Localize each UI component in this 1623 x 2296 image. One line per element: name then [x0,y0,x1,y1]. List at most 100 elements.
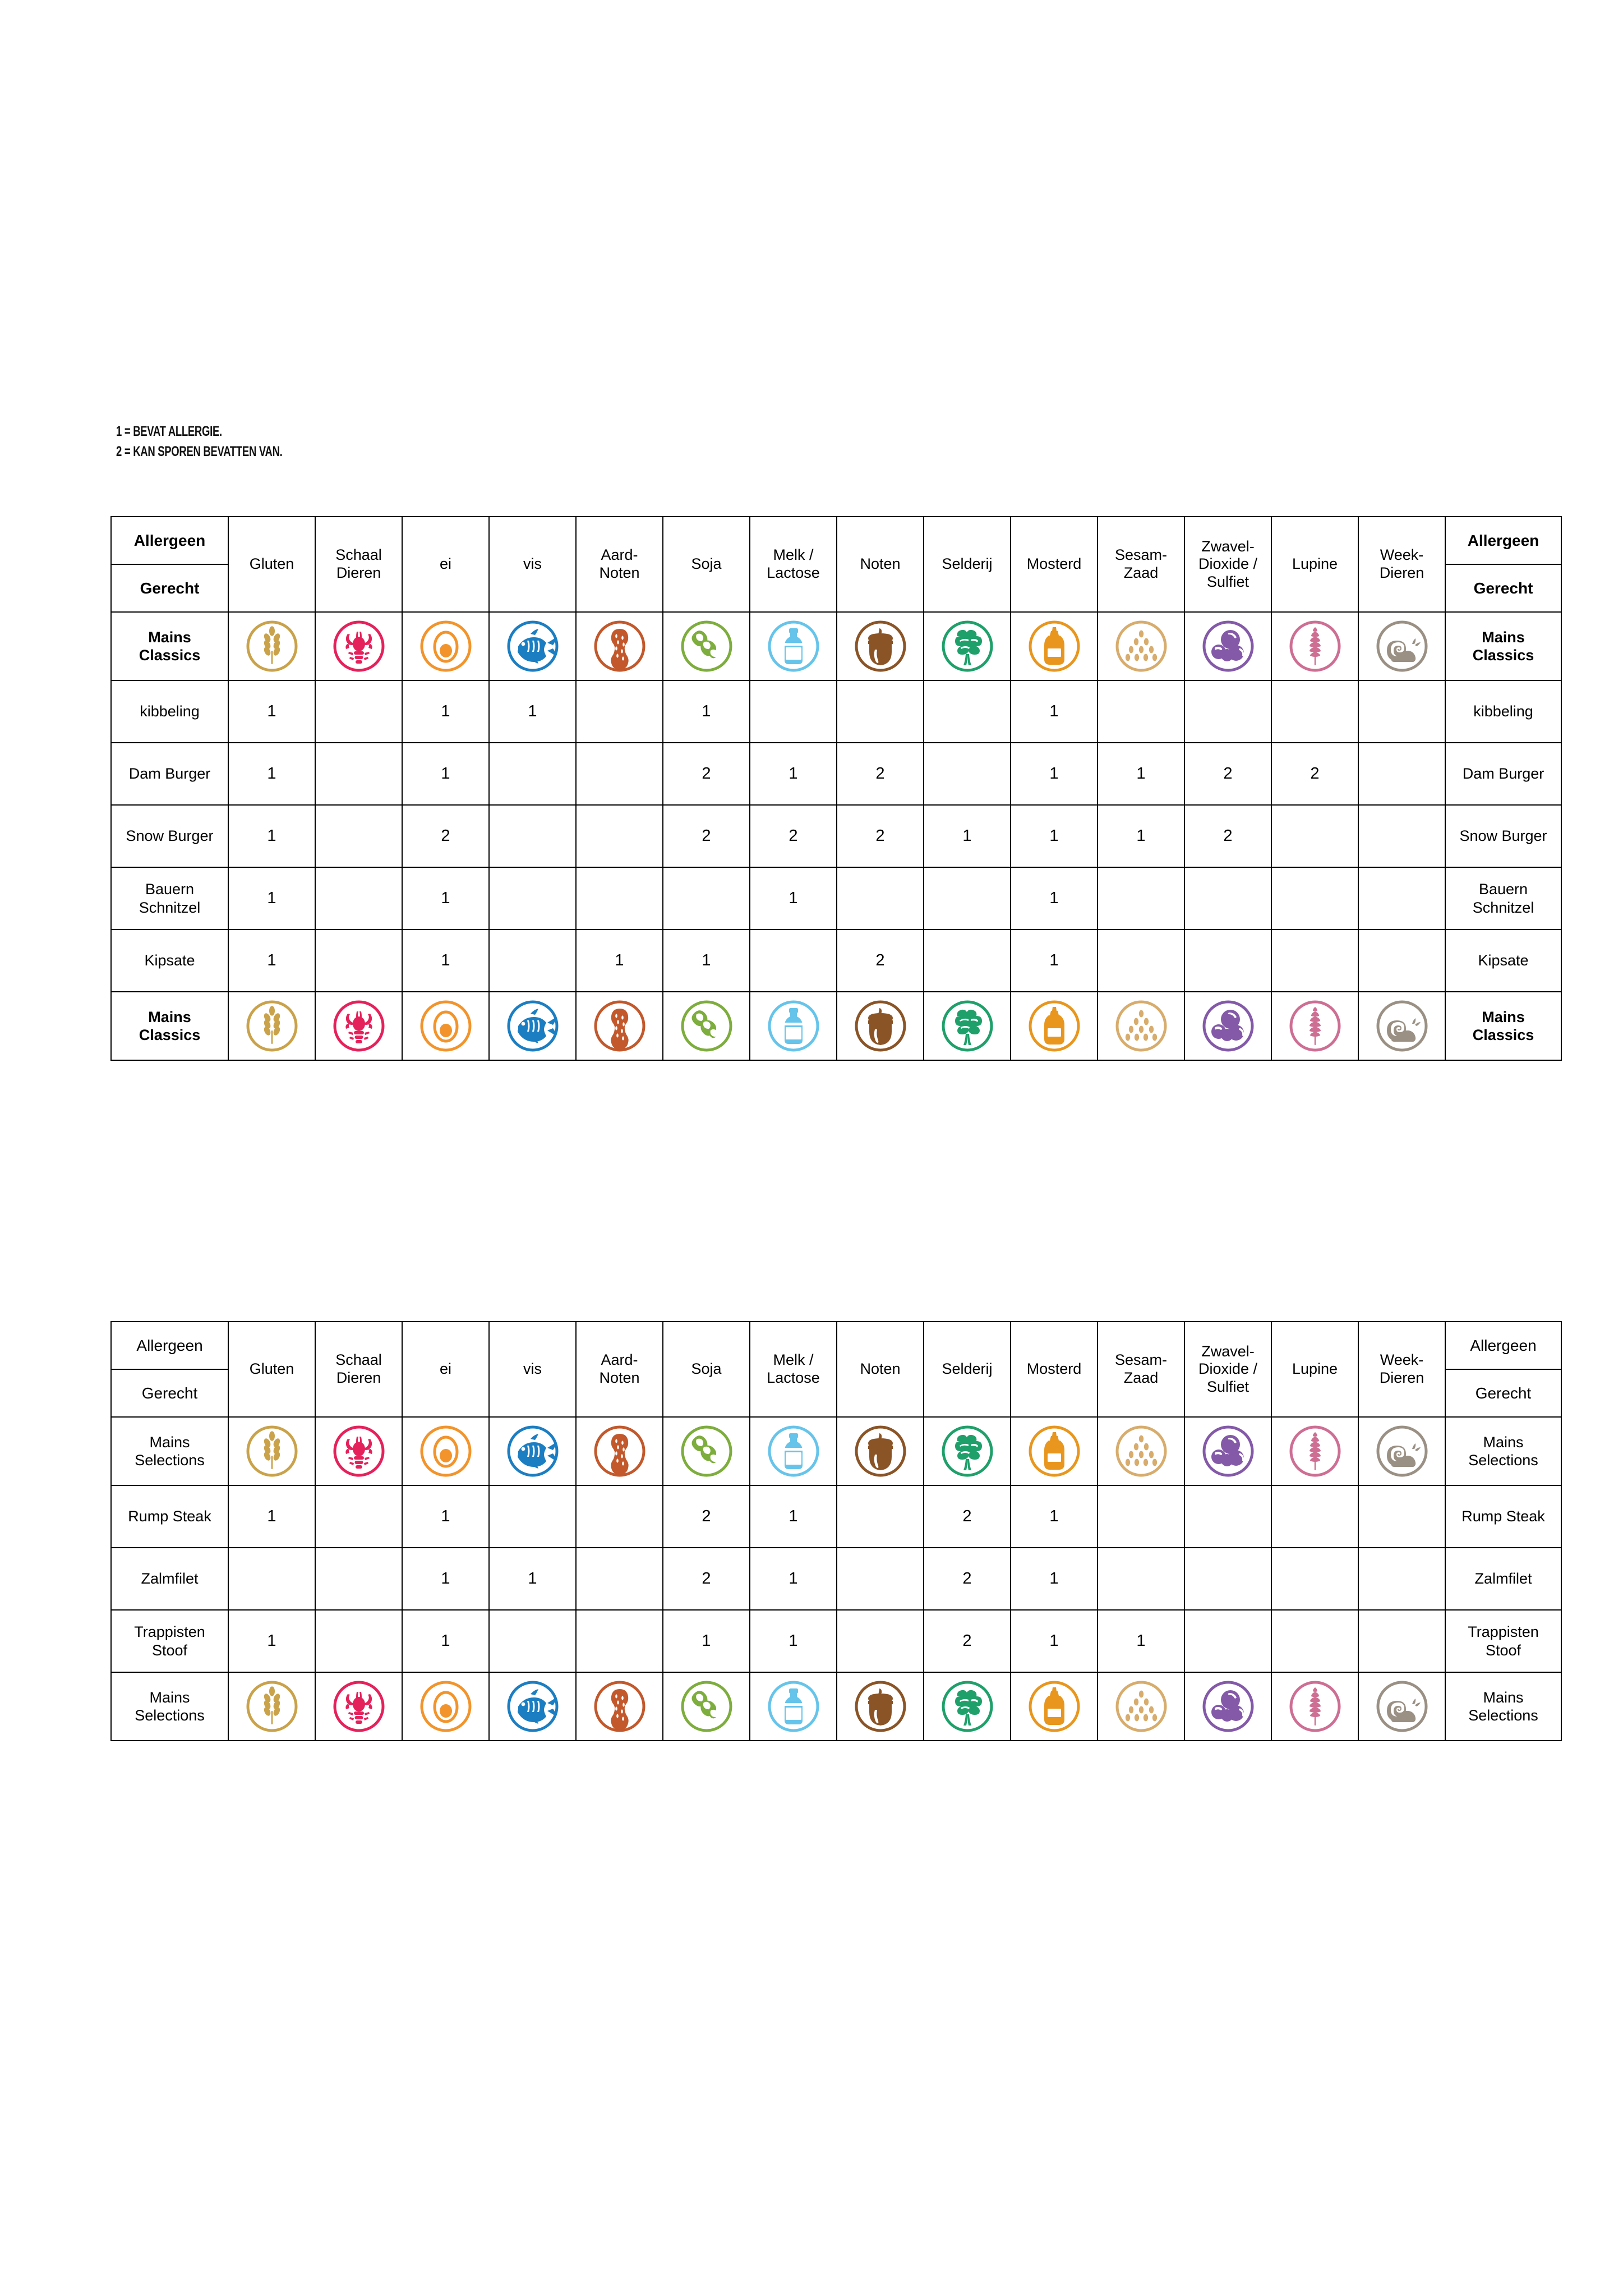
allergen-mark-cell [923,742,1011,806]
allergen-header-mustard: Mosterd [1010,1321,1098,1418]
allergen-mark-cell [923,929,1011,992]
allergen-icon-cell [315,611,403,681]
allergen-mark-cell: 1 [228,742,316,806]
allergen-header-label: Mosterd [1026,555,1082,573]
allergen-header-label: ei [439,1360,451,1378]
section-label-left: Mains Classics [110,991,229,1061]
allergen-icon-cell [1097,611,1185,681]
allergen-mark: 1 [702,1632,711,1650]
dish-name-left: Snow Burger [110,804,229,868]
allergen-mark: 1 [528,1570,537,1588]
allergen-icon-cell [749,991,837,1061]
icon-row-bottom: Mains Classics [110,991,1562,1061]
allergen-header-fish: vis [488,516,577,613]
dish-name-right: Kipsate [1445,929,1562,992]
allergen-icon-cell [662,1416,750,1486]
allergen-mark-cell [1271,929,1359,992]
allergen-mark: 2 [702,1507,711,1525]
allergen-header-peanut: Aard- Noten [575,516,663,613]
allergen-mark-cell: 2 [836,742,924,806]
allergen-mark-cell [1271,867,1359,930]
allergen-icon-cell [1271,1416,1359,1486]
allergen-mark: 1 [1049,1570,1059,1588]
allergen-header-acorn: Noten [836,516,924,613]
allergen-mark: 1 [267,827,276,845]
allergen-icon-cell [1097,1672,1185,1741]
allergen-header-label: Soja [691,1360,722,1378]
section-label-right: Mains Selections [1445,1672,1562,1741]
allergen-mark-cell: 1 [1010,929,1098,992]
allergen-mark: 1 [267,765,276,783]
allergen-mark-cell: 1 [1010,1609,1098,1673]
icon-row-bottom: Mains Selections [110,1672,1562,1741]
icon-row-top: Mains Selections [110,1416,1562,1486]
allergen-mark-cell: 1 [402,1547,490,1611]
allergen-header-label: Zwavel- Dioxide / Sulfiet [1198,1342,1258,1395]
allergen-mark-cell [315,680,403,743]
allergen-mark: 2 [702,1570,711,1588]
allergen-header-fish: vis [488,1321,577,1418]
allergen-header-grapes: Zwavel- Dioxide / Sulfiet [1184,516,1272,613]
allergen-mark: 2 [702,827,711,845]
grapes-icon [1185,1680,1271,1733]
dish-name-right: Rump Steak [1445,1485,1562,1548]
allergen-mark-cell: 1 [662,680,750,743]
allergen-header-label: Schaal Dieren [335,546,382,581]
lupine-icon [1272,1424,1358,1478]
soy-icon [663,1424,749,1478]
allergen-header-soy: Soja [662,516,750,613]
allergen-mark-cell: 1 [228,929,316,992]
allergen-mark-cell: 1 [1010,680,1098,743]
allergen-icon-cell [488,1416,577,1486]
snail-icon [1359,619,1445,673]
dish-name-right: Zalmfilet [1445,1547,1562,1611]
allergen-mark: 2 [875,827,885,845]
allergen-mark-cell: 1 [488,680,577,743]
allergen-icon-cell [1010,611,1098,681]
allergen-mark: 1 [441,889,450,907]
celery-icon [924,999,1010,1053]
allergen-header-acorn: Noten [836,1321,924,1418]
allergen-mark-cell [575,1485,663,1548]
allergen-table-mains-classics: Allergeen Gerecht Gluten Schaal Dieren ei… [110,516,1562,1061]
allergen-mark-cell: 1 [749,1485,837,1548]
allergen-header-milk: Melk / Lactose [749,516,837,613]
allergen-icon-cell [836,1416,924,1486]
snail-icon [1359,1424,1445,1478]
allergen-icon-cell [228,611,316,681]
allergen-mark: 2 [962,1570,972,1588]
allergen-mark: 2 [875,765,885,783]
mustard-icon [1011,1680,1097,1733]
dish-name-right: Snow Burger [1445,804,1562,868]
acorn-icon [837,1680,923,1733]
allergen-mark: 1 [528,702,537,720]
allergen-icon-cell [402,1672,490,1741]
allergen-header-label: Week- Dieren [1379,546,1424,581]
allergen-header-snail: Week- Dieren [1358,1321,1446,1418]
allergen-mark-cell [923,867,1011,930]
section-label-right: Mains Classics [1445,991,1562,1061]
allergen-mark-cell: 1 [228,867,316,930]
allergen-mark-cell [1184,1547,1272,1611]
allergen-icon-cell [1010,991,1098,1061]
milk-icon [750,1680,836,1733]
allergen-icon-cell [1184,611,1272,681]
allergen-header-label: Soja [691,555,722,573]
legend: 1 = BEVAT ALLERGIE. 2 = KAN SPOREN BEVAT… [116,422,341,462]
allergen-mark: 1 [789,1507,798,1525]
allergen-mark-cell: 2 [836,929,924,992]
allergen-mark-cell [1271,1609,1359,1673]
allergen-mark-cell [836,867,924,930]
sesame-icon [1098,619,1184,673]
allergen-mark-cell: 1 [402,1485,490,1548]
sesame-icon [1098,999,1184,1053]
allergen-mark-cell: 1 [662,929,750,992]
allergen-icon-cell [749,1416,837,1486]
allergen-mark-cell [228,1547,316,1611]
peanut-icon [577,999,662,1053]
allergen-mark: 1 [1049,765,1059,783]
allergen-mark-cell [575,680,663,743]
peanut-icon [577,619,662,673]
allergen-mark-cell [1184,867,1272,930]
allergen-mark-cell [1358,929,1446,992]
